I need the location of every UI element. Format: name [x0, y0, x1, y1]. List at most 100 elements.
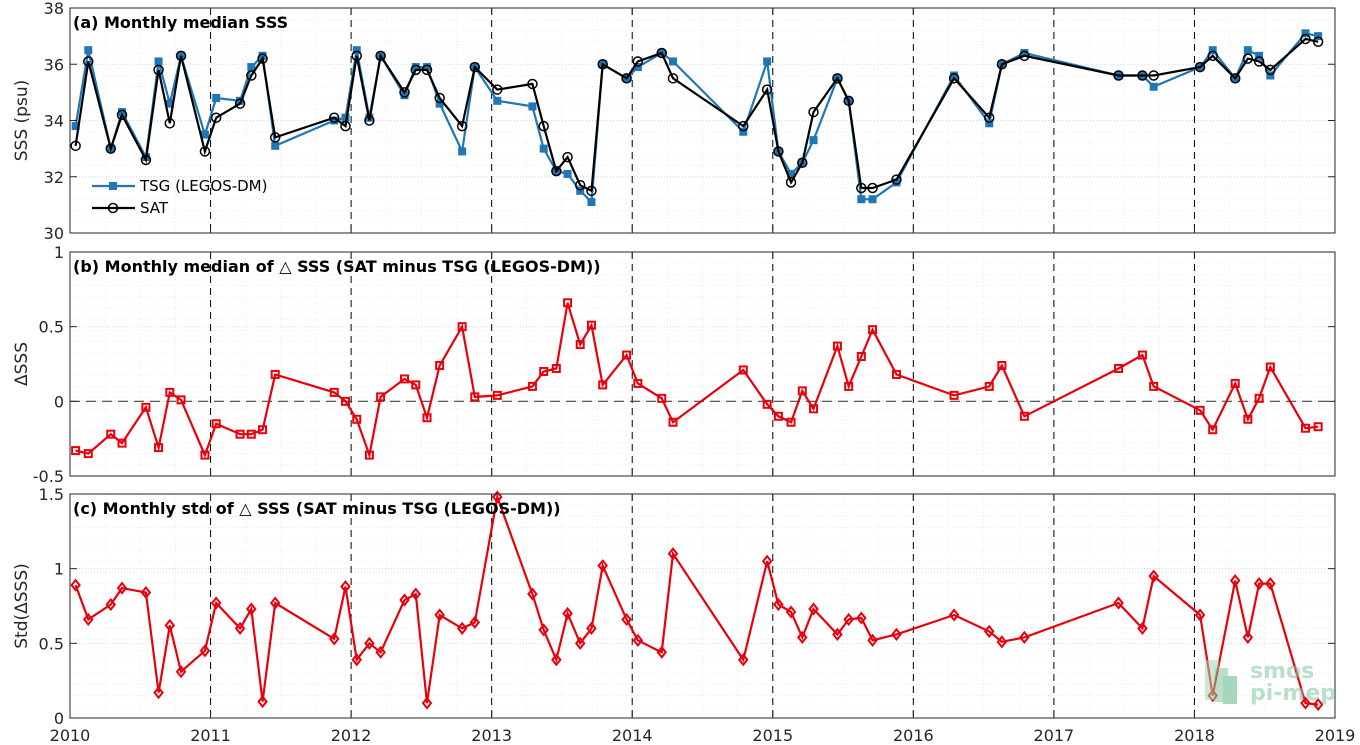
data-point [983, 624, 995, 638]
smos-pi-mep-watermark: smos pi-mep [1205, 659, 1336, 706]
data-point [761, 84, 773, 95]
data-point [164, 118, 176, 129]
data-point [351, 653, 363, 667]
data-point [809, 404, 819, 414]
data-point [773, 411, 783, 421]
legend-marker [107, 202, 119, 214]
x-tick-label: 2015 [752, 726, 793, 745]
panel-title: (c) Monthly std of △ SSS (SAT minus TSG … [73, 499, 561, 518]
data-point [1019, 411, 1029, 421]
data-point [116, 109, 128, 121]
y-tick-label: 1 [54, 560, 64, 579]
y-tick-label: 1.5 [39, 485, 64, 504]
legend-label: TSG (LEGOS-DM) [139, 177, 267, 195]
panel-c-std-delta-sss: 0 0.5 1 1.5 2010 2011 2012 2013 2014 2015 2016 2017… [12, 485, 1355, 745]
data-point [761, 554, 773, 568]
data-point [211, 419, 221, 429]
data-point [399, 593, 410, 607]
data-point [352, 46, 361, 55]
data-point [527, 587, 538, 601]
data-point [457, 322, 467, 332]
data-point [105, 597, 117, 612]
data-point [1208, 46, 1217, 55]
data-point [948, 73, 960, 84]
data-point [867, 182, 878, 194]
y-tick-label: -0.5 [33, 467, 64, 486]
watermark-line2: pi-mep [1250, 681, 1336, 706]
data-point [949, 390, 959, 400]
data-point [868, 325, 878, 335]
x-tick-label: 2019 [1315, 726, 1356, 745]
data-point [234, 98, 246, 109]
data-point [340, 396, 350, 406]
data-point [773, 597, 784, 612]
series-1 [70, 490, 1324, 712]
data-point [857, 195, 866, 204]
data-point [141, 402, 151, 412]
data-point [563, 169, 572, 178]
data-point [470, 392, 480, 402]
data-point [399, 87, 410, 98]
data-point [984, 381, 994, 391]
data-point [891, 627, 902, 641]
data-point [996, 635, 1008, 649]
axes-box [69, 493, 1336, 719]
data-point [234, 621, 246, 636]
data-point [1254, 393, 1264, 403]
data-point [364, 115, 375, 126]
data-point [1243, 414, 1253, 424]
data-point [1208, 425, 1218, 435]
data-point [1113, 70, 1124, 81]
data-point [1019, 630, 1030, 644]
data-point [539, 366, 549, 376]
data-point [140, 154, 152, 166]
y-tick-label: 38 [44, 0, 64, 18]
data-point [70, 140, 81, 152]
data-point [154, 57, 163, 66]
data-point [844, 381, 854, 391]
data-point [411, 380, 421, 390]
data-point [738, 365, 748, 375]
data-point [258, 425, 268, 435]
data-point [1148, 70, 1159, 81]
data-point [458, 147, 467, 156]
data-point [106, 429, 116, 439]
data-point [633, 378, 643, 388]
data-point [117, 438, 127, 448]
data-point [538, 120, 549, 132]
data-point [856, 611, 867, 625]
series-1 [71, 298, 1323, 460]
data-point [410, 587, 422, 601]
data-point [493, 96, 502, 105]
data-point [456, 120, 468, 132]
data-point [270, 369, 280, 379]
data-point [116, 581, 128, 595]
data-point [785, 605, 797, 619]
data-point [575, 340, 585, 350]
data-point [632, 56, 644, 67]
y-tick-label: 0.5 [39, 318, 64, 337]
legend-label: SAT [140, 199, 169, 217]
data-point [165, 387, 175, 397]
data-point [434, 92, 445, 104]
data-point [351, 50, 362, 62]
data-point [538, 623, 549, 637]
x-tick-label: 2014 [612, 726, 653, 745]
axes-box [69, 251, 1336, 477]
data-point [621, 612, 632, 627]
data-point [1242, 53, 1254, 64]
data-point [574, 179, 586, 191]
data-point [1312, 697, 1324, 712]
legend-marker [109, 182, 117, 190]
y-axis-label: SSS (psu) [12, 80, 32, 161]
data-point [985, 119, 994, 128]
data-point [832, 341, 842, 351]
data-point [210, 596, 222, 610]
data-point [400, 374, 410, 384]
data-point [271, 141, 280, 150]
data-point [176, 395, 186, 405]
data-point [843, 612, 854, 627]
data-point [528, 102, 537, 111]
y-tick-label: 0 [54, 709, 64, 728]
data-point [492, 390, 502, 400]
